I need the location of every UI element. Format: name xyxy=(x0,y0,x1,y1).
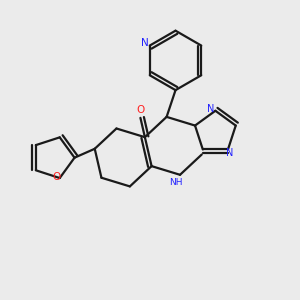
Text: N: N xyxy=(226,148,233,158)
Text: N: N xyxy=(142,38,149,48)
Text: O: O xyxy=(136,105,145,116)
Text: O: O xyxy=(52,172,61,182)
Text: N: N xyxy=(207,104,214,114)
Text: NH: NH xyxy=(169,178,182,187)
